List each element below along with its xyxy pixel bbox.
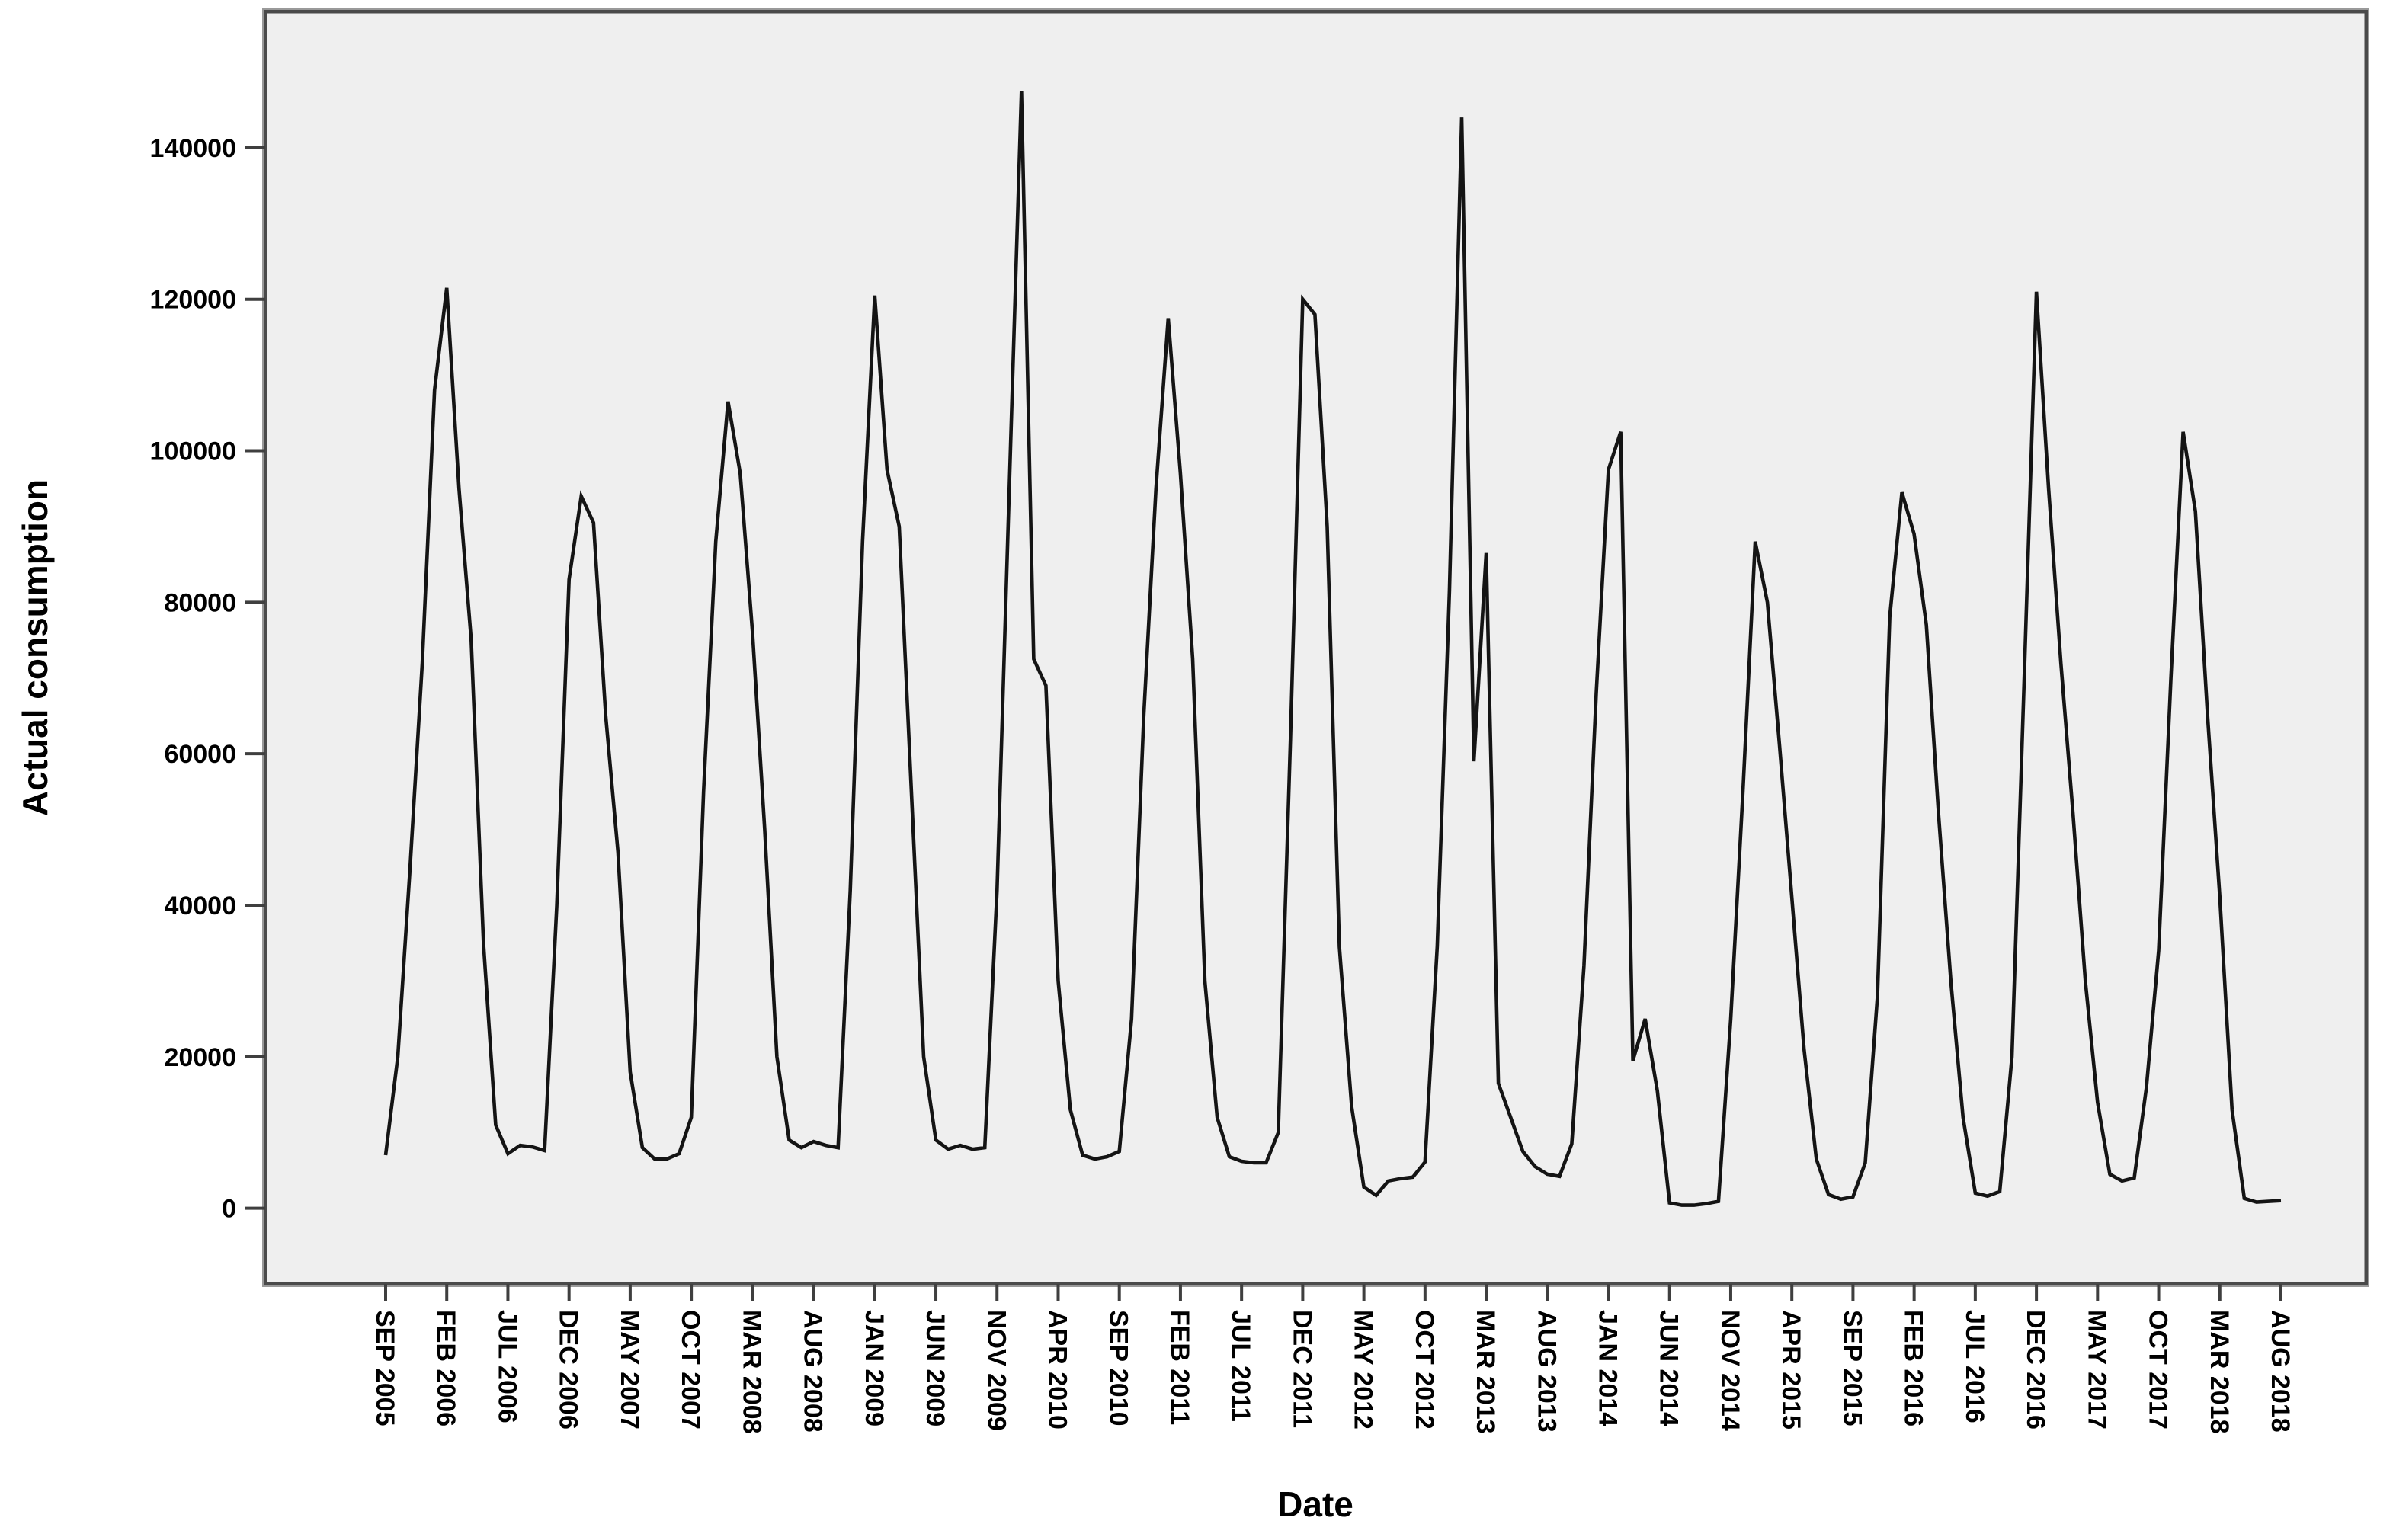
x-tick-label: MAR 2008	[737, 1310, 766, 1434]
x-tick-label: JAN 2014	[1594, 1310, 1623, 1426]
x-axis-title: Date	[1277, 1484, 1353, 1524]
x-tick-label: JUL 2016	[1960, 1310, 1989, 1423]
x-tick-label: MAY 2007	[615, 1310, 644, 1430]
y-tick-label: 0	[222, 1195, 236, 1224]
x-tick-label: AUG 2008	[799, 1310, 828, 1433]
x-tick-label: FEB 2011	[1165, 1310, 1194, 1425]
consumption-series-line	[383, 91, 2282, 1207]
x-tick-label: MAR 2013	[1471, 1310, 1500, 1434]
x-tick-label: FEB 2016	[1899, 1310, 1928, 1426]
x-tick-label: JUL 2011	[1226, 1310, 1255, 1422]
x-tick-label: NOV 2014	[1715, 1310, 1744, 1431]
x-tick-label: MAY 2012	[1349, 1310, 1378, 1430]
x-tick-label: JUN 2014	[1655, 1310, 1683, 1426]
x-tick-label: JUL 2006	[492, 1310, 521, 1423]
x-tick-label: AUG 2013	[1532, 1310, 1561, 1433]
x-tick-label: DEC 2016	[2021, 1310, 2050, 1430]
y-tick-label: 40000	[164, 892, 236, 920]
x-tick-label: SEP 2010	[1104, 1310, 1133, 1426]
y-axis-title: Actual consumption	[15, 479, 55, 816]
y-tick-label: 80000	[164, 588, 236, 617]
y-tick-label: 120000	[150, 286, 236, 315]
x-tick-label: APR 2015	[1776, 1310, 1805, 1430]
y-tick-label: 60000	[164, 740, 236, 769]
plot-panel-bevel	[262, 8, 2369, 1287]
x-tick-label: DEC 2006	[554, 1310, 583, 1430]
y-tick-label: 100000	[150, 437, 236, 466]
x-axis-ticks: SEP 2005 FEB 2006 JUL 2006 DEC 2006 MAY 2007…	[370, 1284, 2295, 1434]
x-tick-label: DEC 2011	[1287, 1310, 1316, 1428]
x-tick-label: FEB 2006	[431, 1310, 460, 1426]
x-tick-label: SEP 2005	[370, 1310, 399, 1426]
x-tick-label: NOV 2009	[982, 1310, 1011, 1431]
x-tick-label: JUN 2009	[921, 1310, 950, 1426]
x-tick-label: APR 2010	[1043, 1310, 1072, 1430]
y-tick-label: 140000	[150, 134, 236, 163]
x-tick-label: AUG 2018	[2266, 1310, 2295, 1433]
plot-panel	[263, 9, 2369, 1286]
x-tick-label: OCT 2007	[676, 1310, 705, 1430]
x-tick-label: OCT 2012	[1410, 1310, 1439, 1430]
y-axis-ticks: 0 20000 40000 60000 80000 100000 120000 140000	[150, 134, 265, 1224]
x-tick-label: SEP 2015	[1837, 1310, 1866, 1426]
x-tick-label: JAN 2009	[860, 1310, 889, 1426]
x-tick-label: MAR 2018	[2205, 1310, 2234, 1434]
x-tick-label: MAY 2017	[2082, 1310, 2111, 1430]
series-group	[383, 91, 2282, 1207]
y-tick-label: 20000	[164, 1043, 236, 1072]
x-tick-label: OCT 2017	[2144, 1310, 2173, 1430]
